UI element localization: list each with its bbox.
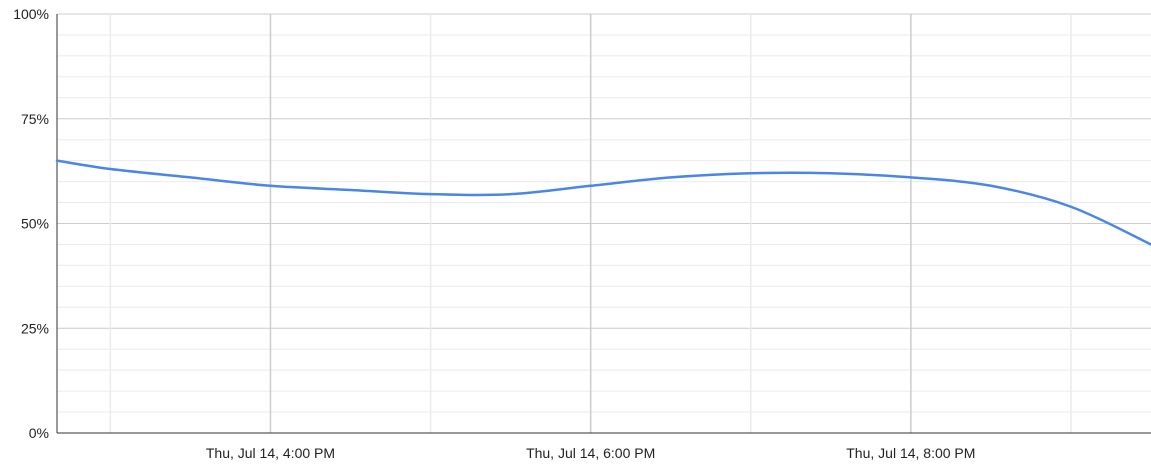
data-point [350, 189, 352, 191]
data-point [590, 185, 592, 187]
data-point [1070, 206, 1072, 208]
data-point [830, 172, 832, 174]
data-point [56, 160, 58, 162]
y-tick-label: 50% [21, 216, 49, 232]
y-tick-label: 75% [21, 111, 49, 127]
x-tick-label: Thu, Jul 14, 6:00 PM [526, 445, 655, 461]
data-point [510, 193, 512, 195]
data-point [750, 172, 752, 174]
data-point [990, 185, 992, 187]
x-tick-label: Thu, Jul 14, 8:00 PM [846, 445, 975, 461]
y-tick-label: 25% [21, 320, 49, 336]
data-point [910, 176, 912, 178]
y-tick-label: 0% [29, 425, 49, 441]
y-tick-label: 100% [13, 6, 49, 22]
x-tick-label: Thu, Jul 14, 4:00 PM [206, 445, 335, 461]
data-point [430, 193, 432, 195]
data-point [670, 176, 672, 178]
series-line [55, 159, 1151, 246]
data-point [109, 168, 111, 170]
data-point [269, 185, 271, 187]
data-point [189, 176, 191, 178]
